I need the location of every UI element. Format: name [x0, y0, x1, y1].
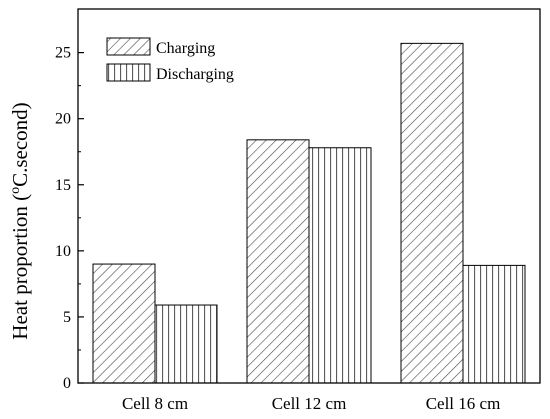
y-tick-label: 10: [55, 243, 71, 260]
legend-label-charging: Charging: [156, 40, 215, 57]
y-axis-label: Heat proportion (oC.second): [8, 102, 32, 339]
x-category-label: Cell 8 cm: [122, 394, 188, 413]
y-axis: 0 5 10 15 20 25: [55, 45, 84, 392]
y-tick-label: 20: [55, 111, 71, 128]
x-category-label: Cell 16 cm: [426, 394, 501, 413]
bar-charging-3: [400, 42, 464, 384]
bars-group: [92, 42, 526, 384]
legend-swatch-discharging: [106, 63, 151, 82]
y-tick-label: 5: [63, 309, 71, 326]
y-tick-label: 25: [55, 45, 71, 62]
bar-discharging-2: [308, 147, 372, 384]
plot-frame: [77, 8, 541, 384]
bar-discharging-3: [462, 264, 526, 384]
y-tick-label: 0: [63, 375, 71, 392]
legend-swatch-charging: [106, 37, 151, 56]
x-category-label: Cell 12 cm: [272, 394, 347, 413]
bar-charging-1: [92, 263, 156, 384]
bar-charging-2: [246, 139, 310, 384]
legend: Charging Discharging: [106, 37, 234, 83]
bar-discharging-1: [154, 304, 218, 384]
y-tick-label: 15: [55, 177, 71, 194]
legend-label-discharging: Discharging: [156, 66, 234, 83]
x-axis: Cell 8 cm Cell 12 cm Cell 16 cm: [122, 394, 500, 413]
